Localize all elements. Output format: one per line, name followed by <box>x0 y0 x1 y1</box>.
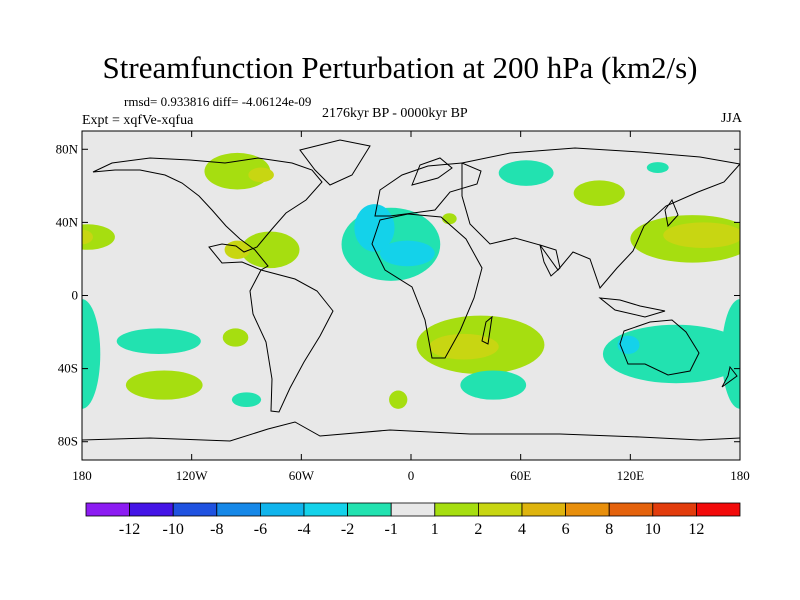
field-patch <box>222 328 249 347</box>
map-axes: 80N 40N 0 40S 80S 180 120W 60W 0 60E 120E 180 <box>56 131 750 483</box>
field-patch <box>379 240 435 267</box>
colorbar-swatch <box>303 502 348 517</box>
colorbar-swatch <box>347 502 392 517</box>
colorbar-swatch <box>652 502 697 517</box>
lat-tick-label: 40S <box>58 361 78 376</box>
colorbar-swatch <box>259 502 305 517</box>
field-patch <box>248 167 274 183</box>
field-patch <box>241 231 300 269</box>
lon-tick-label: 60E <box>510 468 531 483</box>
colorbar-swatch <box>129 502 174 517</box>
colorbar-swatch <box>477 502 523 517</box>
colorbar: -12 -10 -8 -6 -4 -2 -1 1 2 4 6 8 10 12 <box>85 502 741 538</box>
colorbar-label: -2 <box>341 521 354 538</box>
field-patch <box>617 335 640 354</box>
lon-tick-label: 180 <box>72 468 92 483</box>
colorbar-label: 10 <box>645 521 661 538</box>
colorbar-swatch <box>565 502 610 517</box>
field-patch <box>460 370 527 400</box>
chart-title: Streamfunction Perturbation at 200 hPa (… <box>102 50 698 85</box>
rmsd-diff-stats: rmsd= 0.933816 diff= -4.06124e-09 <box>124 94 312 109</box>
lon-tick-label: 120W <box>176 468 209 483</box>
field-patch <box>125 370 203 400</box>
colorbar-label: -10 <box>163 521 184 538</box>
colorbar-swatch <box>216 502 261 517</box>
colorbar-label: -6 <box>254 521 267 538</box>
colorbar-swatch <box>434 502 479 517</box>
season-label: JJA <box>720 111 742 126</box>
field-patch <box>231 392 262 407</box>
field-patch <box>116 328 201 354</box>
colorbar-label: 6 <box>562 521 570 538</box>
period-label: 2176kyr BP - 0000kyr BP <box>322 106 468 121</box>
field-patch <box>663 222 740 248</box>
colorbar-swatch <box>696 502 741 517</box>
field-patch <box>498 160 554 186</box>
field-patch <box>82 224 115 250</box>
colorbar-label: 2 <box>474 521 482 538</box>
lon-tick-label: 180 <box>730 468 750 483</box>
plot-background <box>82 131 740 460</box>
colorbar-swatch <box>521 502 566 517</box>
lat-tick-label: 0 <box>72 288 79 303</box>
colorbar-label: -8 <box>210 521 223 538</box>
colorbar-label: -4 <box>297 521 310 538</box>
field-patch <box>82 299 101 409</box>
lat-tick-label: 80S <box>58 434 78 449</box>
colorbar-label: 1 <box>431 521 439 538</box>
lon-tick-label: 120E <box>617 468 645 483</box>
field-patch <box>573 180 625 206</box>
field-patch <box>82 229 93 245</box>
field-patch <box>429 333 499 360</box>
colorbar-label: 12 <box>688 521 704 538</box>
lat-tick-label: 80N <box>56 141 79 156</box>
lat-tick-label: 40N <box>56 214 79 229</box>
colorbar-label: -1 <box>385 521 398 538</box>
colorbar-swatch <box>85 502 130 517</box>
lon-tick-label: 0 <box>408 468 415 483</box>
streamfunction-field <box>82 152 740 409</box>
colorbar-swatch <box>390 502 436 517</box>
colorbar-label: 8 <box>605 521 613 538</box>
field-patch <box>389 390 408 409</box>
field-patch <box>442 213 457 225</box>
field-patch <box>646 162 669 174</box>
coastlines <box>82 139 740 442</box>
field-patch <box>602 324 740 384</box>
colorbar-swatch <box>172 502 218 517</box>
colorbar-label: -12 <box>119 521 140 538</box>
colorbar-swatch <box>608 502 654 517</box>
lon-tick-label: 60W <box>289 468 315 483</box>
experiment-label: Expt = xqfVe-xqfua <box>82 113 194 128</box>
colorbar-label: 4 <box>518 521 526 538</box>
